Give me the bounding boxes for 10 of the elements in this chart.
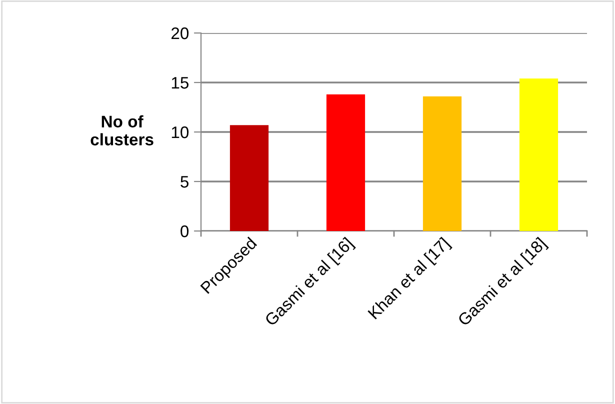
y-tick-label: 0 — [180, 225, 189, 238]
y-tick-label: 15 — [172, 77, 188, 89]
y-tick-label: 10 — [172, 126, 189, 138]
bar — [519, 78, 558, 231]
bar — [422, 96, 462, 231]
y-tick-label: 20 — [171, 27, 189, 40]
bar — [326, 94, 366, 231]
y-axis-title: No of clusters — [90, 115, 154, 146]
bar — [230, 125, 269, 231]
y-tick-label: 5 — [180, 176, 188, 188]
